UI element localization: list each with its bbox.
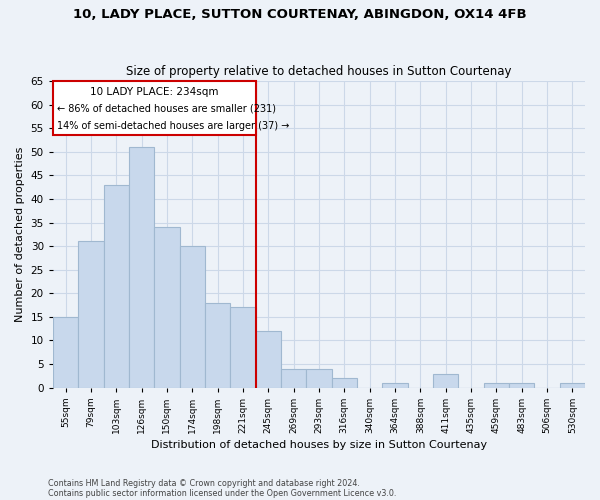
X-axis label: Distribution of detached houses by size in Sutton Courtenay: Distribution of detached houses by size …	[151, 440, 487, 450]
Bar	[53, 317, 78, 388]
Bar	[433, 374, 458, 388]
Bar	[205, 302, 230, 388]
Bar	[306, 369, 332, 388]
Bar	[154, 228, 179, 388]
Bar	[78, 242, 104, 388]
Bar	[256, 331, 281, 388]
Bar	[179, 246, 205, 388]
Bar	[230, 308, 256, 388]
Y-axis label: Number of detached properties: Number of detached properties	[15, 146, 25, 322]
Bar	[129, 147, 154, 388]
Bar	[382, 383, 407, 388]
FancyBboxPatch shape	[53, 81, 256, 136]
Text: Contains HM Land Registry data © Crown copyright and database right 2024.: Contains HM Land Registry data © Crown c…	[48, 478, 360, 488]
Text: ← 86% of detached houses are smaller (231): ← 86% of detached houses are smaller (23…	[56, 104, 275, 114]
Bar	[560, 383, 585, 388]
Bar	[332, 378, 357, 388]
Text: 10, LADY PLACE, SUTTON COURTENAY, ABINGDON, OX14 4FB: 10, LADY PLACE, SUTTON COURTENAY, ABINGD…	[73, 8, 527, 20]
Bar	[484, 383, 509, 388]
Bar	[104, 185, 129, 388]
Text: 10 LADY PLACE: 234sqm: 10 LADY PLACE: 234sqm	[90, 86, 218, 97]
Bar	[509, 383, 535, 388]
Bar	[281, 369, 306, 388]
Text: Contains public sector information licensed under the Open Government Licence v3: Contains public sector information licen…	[48, 488, 397, 498]
Title: Size of property relative to detached houses in Sutton Courtenay: Size of property relative to detached ho…	[126, 66, 512, 78]
Text: 14% of semi-detached houses are larger (37) →: 14% of semi-detached houses are larger (…	[56, 121, 289, 131]
